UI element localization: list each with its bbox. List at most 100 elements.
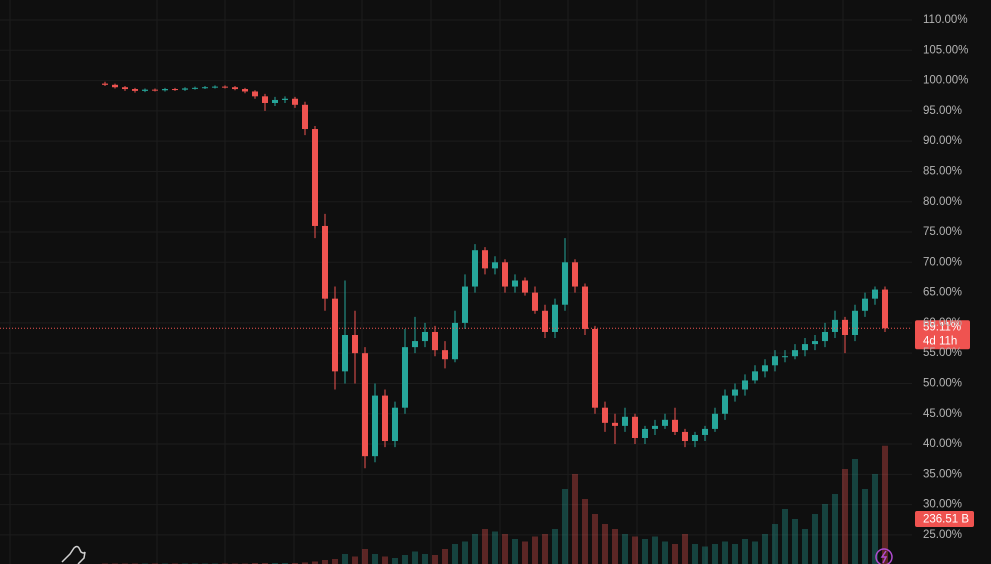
y-tick-label: 90.00% (923, 135, 962, 147)
candle-body (532, 292, 538, 311)
y-tick-label: 75.00% (923, 226, 962, 238)
candle-body (342, 335, 348, 372)
volume-badge-bg (915, 511, 974, 527)
candle-body (592, 328, 598, 408)
candle-body (292, 98, 298, 105)
candle-body (352, 335, 358, 354)
y-tick-label: 100.00% (923, 75, 968, 87)
candle-body (302, 104, 308, 130)
drawing-tool-icon[interactable] (61, 545, 86, 564)
candle-body (722, 395, 728, 414)
candle-body (362, 353, 368, 457)
candle-body (232, 87, 238, 90)
candle-body (372, 395, 378, 457)
volume-bar (762, 534, 768, 564)
horizontal-grid (0, 19, 912, 536)
y-tick-label: 65.00% (923, 287, 962, 299)
volume-bar (352, 556, 358, 564)
volume-bar (302, 562, 308, 564)
candle-body (542, 310, 548, 332)
volume-badge: 236.51 B (923, 514, 969, 526)
countdown: 4d 11h (923, 335, 957, 347)
volume-bar (822, 504, 828, 564)
candle-body (442, 350, 448, 360)
candle-body (412, 341, 418, 348)
price-badge: 59.11% (923, 321, 961, 333)
candle-body (312, 129, 318, 226)
volume-bar (412, 551, 418, 564)
volume-bar (482, 529, 488, 564)
candle-body (702, 428, 708, 435)
candles (102, 81, 888, 469)
y-tick-label: 50.00% (923, 378, 962, 390)
candle-body (202, 87, 208, 89)
candle-body (222, 86, 228, 88)
volume-bar (752, 541, 758, 564)
volume-bar (492, 531, 498, 564)
volume-bar (812, 514, 818, 564)
candle-body (582, 286, 588, 329)
candle-body (652, 425, 658, 429)
y-tick-label: 45.00% (923, 408, 962, 420)
candle-body (792, 350, 798, 357)
volume-bar (362, 549, 368, 564)
volume-bar (592, 514, 598, 564)
y-tick-label: 55.00% (923, 347, 962, 359)
candle-body (522, 280, 528, 293)
volume-bar (602, 524, 608, 564)
candle-body (452, 322, 458, 360)
volume-bar (842, 469, 848, 564)
volume-bar (652, 536, 658, 564)
volume-bar (582, 499, 588, 564)
volume-bar (462, 541, 468, 564)
volume-bar (512, 539, 518, 564)
candle-body (212, 86, 218, 88)
candle-body (482, 250, 488, 269)
candle-body (692, 434, 698, 442)
candle-body (802, 344, 808, 351)
volume-bar (502, 534, 508, 564)
candle-body (492, 262, 498, 269)
candle-body (252, 91, 258, 97)
volume-bar (682, 534, 688, 564)
y-tick-label: 110.00% (923, 14, 968, 26)
candle-body (422, 331, 428, 342)
volume-bar (562, 489, 568, 564)
candle-body (742, 380, 748, 390)
candle-body (872, 289, 878, 299)
candle-body (322, 225, 328, 299)
volume-bar (772, 524, 778, 564)
candle-body (862, 298, 868, 311)
volume-bar (332, 559, 338, 564)
volume-bar (782, 509, 788, 564)
volume-bar (442, 549, 448, 564)
candle-body (112, 84, 118, 88)
volume-bar (552, 529, 558, 564)
candle-body (602, 407, 608, 423)
volume-bar (432, 555, 438, 564)
volume-bar (542, 534, 548, 564)
volume-bar (802, 529, 808, 564)
volume-bar (702, 546, 708, 564)
candle-body (502, 262, 508, 287)
candle-body (762, 365, 768, 372)
volume-bar (732, 544, 738, 564)
candle-body (852, 310, 858, 336)
y-axis: 25.00% 30.00% 35.00% 40.00% 45.00% 50.00% 55.0… (923, 14, 968, 541)
candle-body (662, 419, 668, 426)
candle-body (882, 289, 888, 329)
volume-bar (312, 561, 318, 564)
volume-bar (532, 536, 538, 564)
y-tick-label: 60.00% (923, 317, 962, 329)
alert-icon[interactable] (875, 548, 893, 564)
volume-bar (742, 539, 748, 564)
price-badge-bg (915, 320, 970, 350)
candle-body (642, 428, 648, 438)
vertical-grid (9, 0, 844, 564)
volume-bar (622, 534, 628, 564)
volume-bar (872, 474, 878, 564)
volume-bar (642, 539, 648, 564)
volume-bar (722, 541, 728, 564)
